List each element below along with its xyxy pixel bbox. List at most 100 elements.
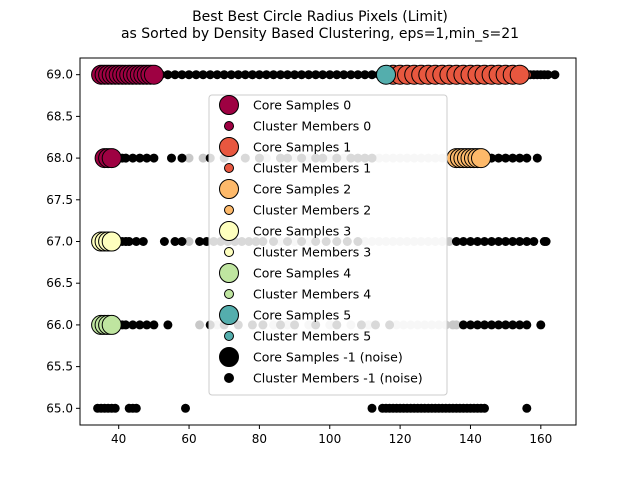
data-point xyxy=(487,320,497,330)
data-point xyxy=(522,153,532,163)
data-point xyxy=(473,320,482,330)
data-point xyxy=(219,70,229,80)
data-point xyxy=(480,403,489,413)
data-point xyxy=(110,403,120,413)
y-tick-label: 66.5 xyxy=(46,276,73,290)
data-point xyxy=(297,70,307,80)
data-point xyxy=(233,70,243,80)
data-point xyxy=(480,237,489,246)
legend-label: Cluster Members 2 xyxy=(253,203,371,218)
data-point xyxy=(501,320,511,330)
x-tick-label: 140 xyxy=(459,432,482,446)
y-tick-label: 66.0 xyxy=(46,318,73,332)
data-point xyxy=(177,153,187,163)
legend-label: Cluster Members 3 xyxy=(253,245,371,260)
data-point xyxy=(261,70,271,80)
legend-marker xyxy=(224,163,234,173)
data-point xyxy=(543,70,553,80)
data-point xyxy=(269,70,278,80)
legend-label: Core Samples 1 xyxy=(253,140,351,155)
data-point xyxy=(149,153,159,163)
data-point xyxy=(170,237,180,246)
x-tick-label: 100 xyxy=(318,432,341,446)
legend-marker xyxy=(224,331,234,341)
data-point xyxy=(121,153,131,163)
data-point xyxy=(124,237,134,246)
data-point xyxy=(184,237,194,246)
data-point xyxy=(276,70,285,80)
legend-marker xyxy=(219,221,239,241)
data-point xyxy=(121,320,131,330)
legend-marker xyxy=(224,121,234,131)
x-tick-label: 160 xyxy=(529,432,552,446)
legend-marker xyxy=(219,347,239,367)
data-point xyxy=(494,153,504,163)
data-point xyxy=(198,70,208,80)
data-point xyxy=(138,237,148,246)
data-point xyxy=(195,237,205,246)
data-point xyxy=(536,320,546,330)
data-point xyxy=(226,70,236,80)
legend-box xyxy=(208,94,448,396)
data-point xyxy=(508,320,518,330)
data-point xyxy=(142,320,152,330)
y-tick-label: 68.0 xyxy=(46,151,73,165)
data-point xyxy=(376,64,396,85)
data-point xyxy=(254,70,264,80)
data-point xyxy=(318,70,328,80)
data-point xyxy=(508,153,518,163)
data-point xyxy=(205,70,215,80)
data-point xyxy=(508,237,518,246)
data-point xyxy=(128,320,138,330)
data-point xyxy=(311,70,321,80)
legend-label: Core Samples 2 xyxy=(253,182,351,197)
data-point xyxy=(367,403,377,413)
legend-label: Core Samples -1 (noise) xyxy=(253,350,403,365)
data-point xyxy=(339,70,349,80)
data-point xyxy=(131,237,141,246)
data-point xyxy=(509,64,530,85)
legend-label: Core Samples 0 xyxy=(253,98,351,113)
data-point xyxy=(290,70,300,80)
legend-marker xyxy=(224,289,234,299)
data-point xyxy=(458,237,468,246)
legend-marker xyxy=(224,247,234,257)
data-point xyxy=(529,237,539,246)
data-point xyxy=(471,148,491,169)
data-point xyxy=(128,153,138,163)
data-point xyxy=(346,70,356,80)
data-point xyxy=(332,70,342,80)
data-point xyxy=(247,70,257,80)
y-tick-label: 67.0 xyxy=(46,235,73,249)
legend-marker xyxy=(224,373,234,383)
data-point xyxy=(181,403,190,413)
data-point xyxy=(135,320,145,330)
y-tick-label: 69.0 xyxy=(46,68,73,82)
data-point xyxy=(212,70,222,80)
data-point xyxy=(163,70,173,80)
y-tick-label: 65.0 xyxy=(46,401,73,415)
y-axis: 65.0 65.5 66.0 66.5 67.0 67.5 68.0 68.5 69.0 xyxy=(46,68,80,415)
x-tick-label: 40 xyxy=(111,432,126,446)
data-point xyxy=(515,237,525,246)
y-tick-label: 65.5 xyxy=(46,360,73,374)
x-tick-label: 60 xyxy=(181,432,196,446)
data-point xyxy=(159,237,169,246)
legend-marker xyxy=(219,95,239,115)
legend-label: Core Samples 4 xyxy=(253,266,351,281)
chart-title: Best Best Circle Radius Pixels (Limit) xyxy=(192,9,448,25)
data-point xyxy=(480,320,489,330)
data-point xyxy=(494,320,504,330)
data-point xyxy=(135,153,145,163)
legend-marker xyxy=(219,305,239,325)
legend-marker xyxy=(219,263,239,283)
legend-label: Cluster Members 1 xyxy=(253,161,371,176)
data-point xyxy=(522,403,532,413)
data-point xyxy=(522,237,532,246)
data-point xyxy=(353,70,363,80)
data-point xyxy=(487,237,497,246)
data-point xyxy=(466,237,475,246)
data-point xyxy=(458,320,468,330)
legend-marker xyxy=(219,137,239,157)
